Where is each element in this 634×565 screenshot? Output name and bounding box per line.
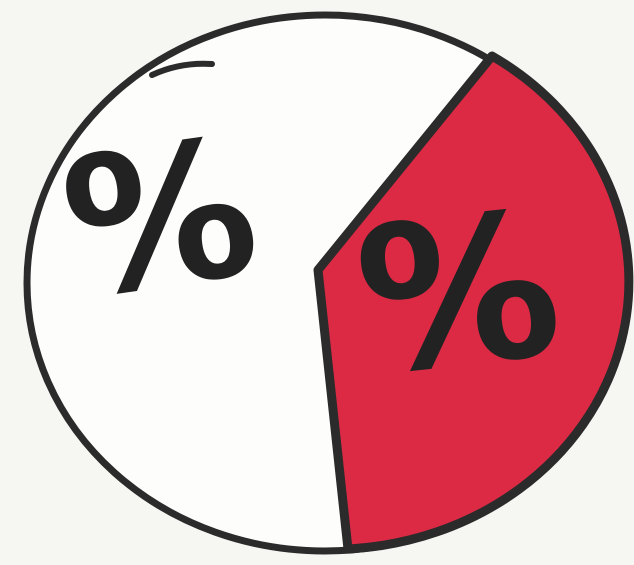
slice-label: % [347,168,571,421]
pen-stroke [149,60,215,78]
red-slice [313,51,634,554]
slice-label: % [51,96,270,341]
